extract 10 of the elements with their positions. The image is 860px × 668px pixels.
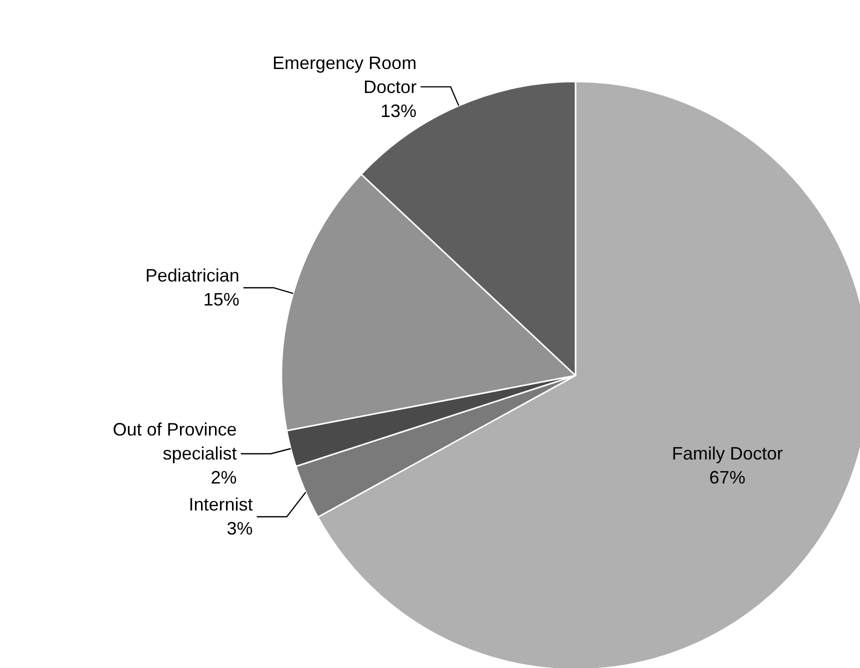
data-label: 15%	[203, 290, 240, 310]
data-label: 67%	[709, 467, 746, 488]
slice-label: Out of Province specialist	[112, 420, 237, 464]
data-label: 13%	[380, 100, 417, 121]
slice-label: Family Doctor	[672, 443, 783, 464]
slice-label: Emergency Room Doctor	[272, 52, 417, 97]
data-label: 2%	[210, 468, 237, 488]
data-label: 3%	[226, 518, 253, 539]
slice-label: Internist	[188, 494, 253, 515]
slice-label: Pediatrician	[145, 266, 240, 286]
